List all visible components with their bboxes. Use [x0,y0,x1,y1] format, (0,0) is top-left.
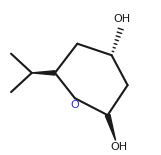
Text: OH: OH [114,14,131,24]
Polygon shape [32,71,55,75]
Text: O: O [70,100,79,111]
Polygon shape [105,114,116,140]
Text: OH: OH [110,142,127,152]
